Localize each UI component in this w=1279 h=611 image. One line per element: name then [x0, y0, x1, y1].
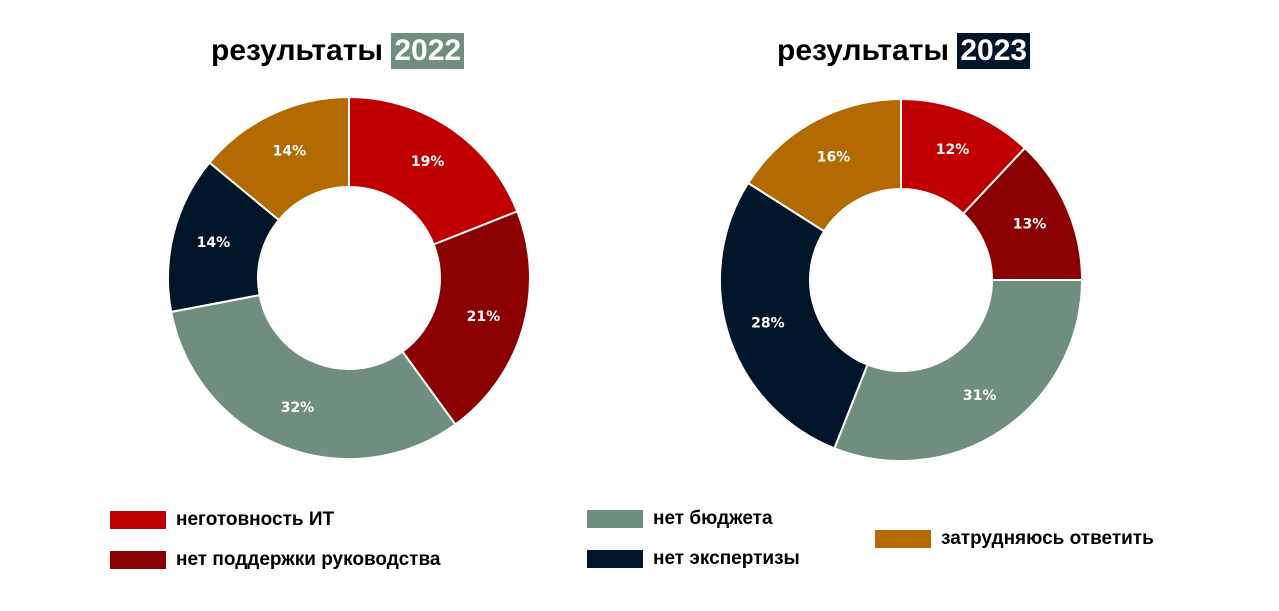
slice-label-no-expertise: 28% — [751, 315, 785, 331]
legend-swatch — [875, 530, 931, 548]
donut-slice-it-unready — [348, 95, 519, 246]
slice-label-hard-to-say: 14% — [273, 143, 307, 159]
donut-chart-2022: 19% 21% 32% 14% 14% — [167, 95, 531, 460]
legend-swatch — [587, 510, 643, 528]
legend-label: нет экспертизы — [653, 548, 800, 569]
donut-slice-no-budget — [833, 279, 1084, 462]
legend-swatch — [587, 550, 643, 568]
legend-item-no-mgmt: нет поддержки руководства — [110, 548, 440, 572]
donut-slice-no-expertise — [719, 181, 869, 450]
legend-swatch — [110, 551, 166, 569]
slice-label-no-budget: 32% — [281, 400, 315, 416]
donut-slice-hard-to-say — [208, 95, 350, 222]
legend-label: неготовность ИТ — [176, 509, 335, 530]
slice-label-hard-to-say: 16% — [817, 149, 851, 165]
slice-label-no-mgmt: 13% — [1013, 216, 1047, 232]
legend-swatch — [110, 511, 166, 529]
legend-label: нет бюджета — [653, 508, 773, 529]
slice-label-no-budget: 31% — [963, 388, 997, 404]
legend-item-no-budget: нет бюджета — [587, 507, 773, 531]
year-badge-2022: 2022 — [391, 33, 465, 69]
year-badge-2023: 2023 — [957, 33, 1031, 69]
chart-title-2023: результаты 2023 — [777, 30, 1031, 72]
legend-item-it-unready: неготовность ИТ — [110, 508, 334, 532]
legend-label: затрудняюсь ответить — [941, 528, 1154, 549]
slice-label-it-unready: 19% — [411, 154, 445, 170]
legend-item-hard-to-say: затрудняюсь ответить — [875, 527, 1154, 551]
donut-slice-no-mgmt — [401, 210, 531, 426]
chart-title-2022: результаты 2022 — [211, 30, 465, 72]
slice-label-no-mgmt: 21% — [467, 309, 501, 325]
title-prefix: результаты — [777, 34, 950, 67]
donut-chart-2023: 12% 13% 31% 28% 16% — [719, 97, 1084, 462]
legend-item-no-expertise: нет экспертизы — [587, 547, 800, 571]
title-prefix: результаты — [211, 34, 384, 67]
slice-label-no-expertise: 14% — [197, 235, 231, 251]
donut-slice-hard-to-say — [746, 97, 902, 233]
legend-label: нет поддержки руководства — [176, 549, 441, 570]
slice-label-it-unready: 12% — [936, 142, 970, 158]
donut-slice-no-budget — [170, 293, 457, 460]
